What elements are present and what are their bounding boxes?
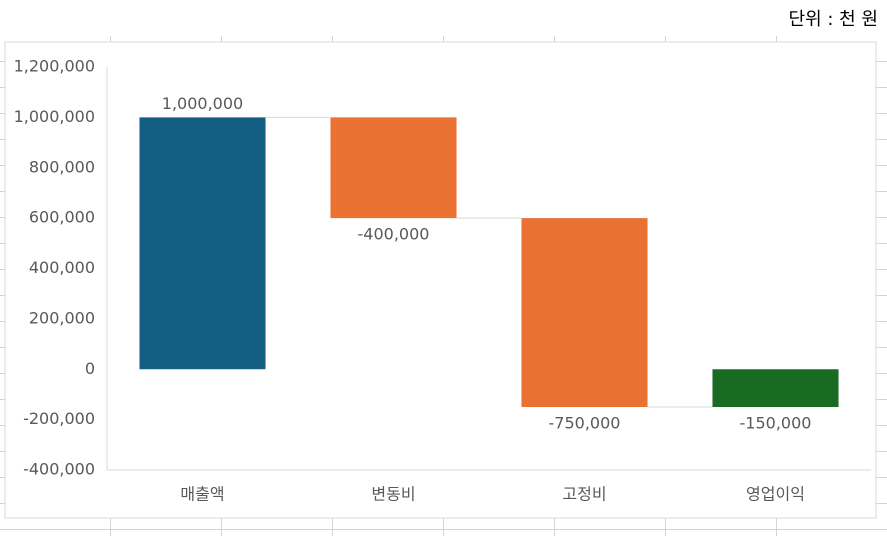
y-tick-label: 800,000 xyxy=(29,157,95,176)
bar xyxy=(139,117,266,370)
x-tick-label: 고정비 xyxy=(562,485,606,504)
y-tick-label: 0 xyxy=(85,359,95,378)
bar xyxy=(521,218,648,408)
y-tick-label: 200,000 xyxy=(29,308,95,327)
y-tick-label: 1,000,000 xyxy=(14,107,95,126)
y-tick-label: 600,000 xyxy=(29,208,95,227)
y-tick-label: 400,000 xyxy=(29,258,95,277)
data-label: -400,000 xyxy=(358,225,430,244)
bar xyxy=(712,369,839,408)
x-tick-label: 매출액 xyxy=(180,485,224,504)
data-label: 1,000,000 xyxy=(162,94,243,113)
chart-area xyxy=(4,41,877,519)
bar xyxy=(330,117,457,219)
y-tick-label: 1,200,000 xyxy=(14,57,95,76)
unit-label: 단위 : 천 원 xyxy=(789,9,878,30)
x-tick-label: 변동비 xyxy=(371,485,415,504)
y-tick-label: -400,000 xyxy=(23,460,95,479)
x-tick-label: 영업이익 xyxy=(746,485,805,504)
y-tick-label: -200,000 xyxy=(23,409,95,428)
data-label: -150,000 xyxy=(740,414,812,433)
data-label: -750,000 xyxy=(549,414,621,433)
header-cell xyxy=(0,0,887,36)
